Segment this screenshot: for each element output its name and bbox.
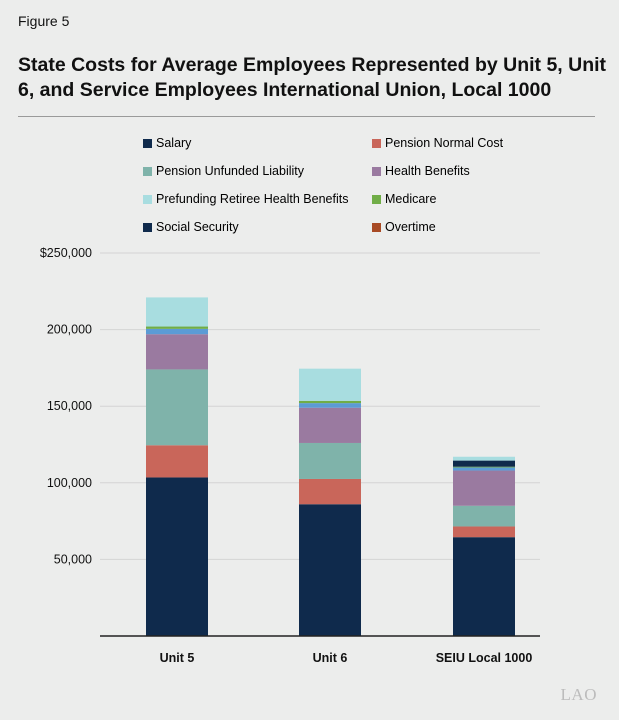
bar-segment: [453, 526, 515, 538]
legend-item: Social Security: [143, 220, 239, 234]
bar-segment: [146, 326, 208, 329]
legend-item: Health Benefits: [372, 164, 470, 178]
bar-segment: [453, 466, 515, 468]
legend-label: Prefunding Retiree Health Benefits: [156, 192, 349, 206]
bar-segment: [453, 470, 515, 506]
legend-swatch: [372, 166, 381, 176]
bar-segment: [453, 460, 515, 467]
x-tick-label: SEIU Local 1000: [436, 651, 533, 665]
y-tick-label: 150,000: [47, 399, 92, 413]
y-tick-label: 200,000: [47, 323, 92, 337]
bar-segment: [299, 403, 361, 408]
legend-swatch: [372, 194, 381, 204]
y-tick-label: 100,000: [47, 476, 92, 490]
legend-swatch: [143, 166, 152, 176]
bar-segment: [299, 478, 361, 505]
lao-logo: LAO: [560, 685, 597, 704]
legend-item: Pension Normal Cost: [372, 136, 503, 150]
bar-segment: [299, 442, 361, 479]
bar-segment: [146, 477, 208, 636]
title-divider: [18, 116, 595, 117]
legend-label: Pension Normal Cost: [385, 136, 504, 150]
bar-segment: [453, 537, 515, 636]
bar-segment: [146, 334, 208, 370]
legend-label: Overtime: [385, 220, 436, 234]
bar-segment: [299, 368, 361, 401]
bar-segment: [453, 505, 515, 527]
legend-swatch: [372, 222, 381, 232]
chart-title: State Costs for Average Employees Repres…: [18, 54, 607, 101]
legend-swatch: [372, 138, 381, 148]
legend-item: Medicare: [372, 192, 436, 206]
x-tick-label: Unit 6: [313, 651, 348, 665]
x-tick-label: Unit 5: [160, 651, 195, 665]
bar-segment: [299, 504, 361, 636]
bar-segment: [146, 445, 208, 478]
legend-item: Pension Unfunded Liability: [143, 164, 304, 178]
legend-swatch: [143, 138, 152, 148]
legend-swatch: [143, 222, 152, 232]
y-tick-label: 50,000: [54, 552, 92, 566]
figure-label: Figure 5: [18, 13, 70, 29]
bar-segment: [453, 456, 515, 461]
bar-segment: [146, 328, 208, 335]
legend-label: Pension Unfunded Liability: [156, 164, 305, 178]
bar-segment: [299, 407, 361, 443]
bar-segment: [146, 369, 208, 446]
legend-item: Salary: [143, 136, 191, 150]
bar-segment: [299, 400, 361, 404]
legend-label: Social Security: [156, 220, 239, 234]
bar-segment: [453, 467, 515, 471]
legend-swatch: [143, 194, 152, 204]
legend-item: Overtime: [372, 220, 436, 234]
legend-label: Medicare: [385, 192, 437, 206]
legend-label: Health Benefits: [385, 164, 470, 178]
legend-label: Salary: [156, 136, 192, 150]
bar-segment: [146, 297, 208, 327]
y-tick-label: $250,000: [40, 246, 92, 260]
legend-item: Prefunding Retiree Health Benefits: [143, 192, 348, 206]
